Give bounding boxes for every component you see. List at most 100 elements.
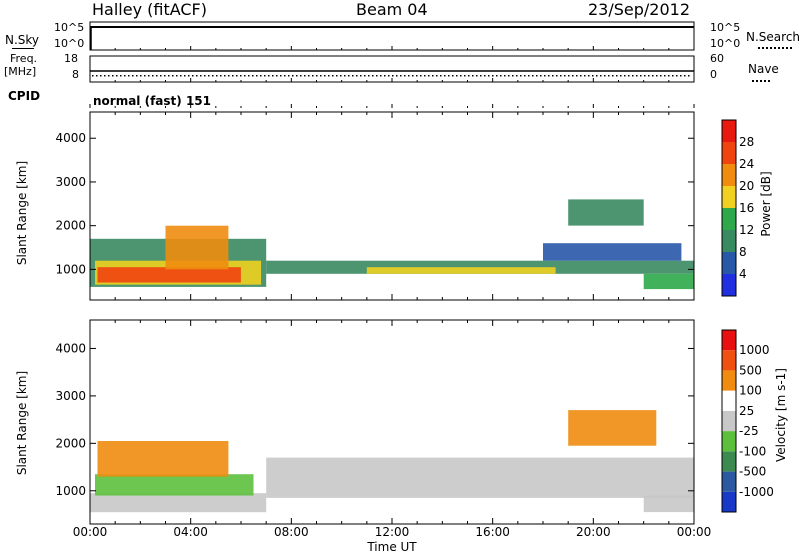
nave-point	[392, 75, 394, 77]
data-region	[95, 474, 254, 496]
nave-point	[368, 75, 370, 77]
nave-point	[212, 75, 214, 77]
nave-point	[588, 75, 590, 77]
x-tick-label: 00:00	[73, 525, 108, 539]
nave-point	[624, 75, 626, 77]
velocity-colorbar-tick: -25	[739, 424, 759, 438]
nave-point	[300, 75, 302, 77]
freq-label: Freq.	[10, 52, 38, 65]
colorbar-segment	[722, 471, 736, 492]
y-tick-label: 4000	[55, 131, 86, 145]
nave-point	[376, 75, 378, 77]
nave-label: Nave	[748, 62, 779, 76]
y-tick-label: 2000	[55, 219, 86, 233]
station-title: Halley (fitACF)	[92, 0, 207, 19]
nave-series	[92, 75, 690, 77]
nave-point	[136, 75, 138, 77]
nave-point	[436, 75, 438, 77]
nave-point	[224, 75, 226, 77]
colorbar-segment	[722, 208, 736, 230]
nave-point	[164, 75, 166, 77]
nave-point	[532, 75, 534, 77]
nave-point	[412, 75, 414, 77]
nave-point	[156, 75, 158, 77]
nave-point	[572, 75, 574, 77]
nave-point	[672, 75, 674, 77]
nave-point	[544, 75, 546, 77]
nave-point	[348, 75, 350, 77]
nave-point	[152, 75, 154, 77]
nave-point	[244, 75, 246, 77]
data-region	[366, 267, 556, 274]
y-tick-label: 4000	[55, 341, 86, 355]
nave-point	[680, 75, 682, 77]
nave-point	[344, 75, 346, 77]
x-tick-label: 00:00	[677, 525, 712, 539]
power-colorbar: 4 8 12 16 20 24 28	[721, 119, 754, 297]
velocity-colorbar-tick: 1000	[739, 343, 770, 357]
nave-point	[332, 75, 334, 77]
nave-point	[564, 75, 566, 77]
nave-point	[324, 75, 326, 77]
nave-point	[356, 75, 358, 77]
nave-point	[100, 75, 102, 77]
nave-point	[320, 75, 322, 77]
nave-point	[684, 75, 686, 77]
nave-point	[660, 75, 662, 77]
nave-point	[260, 75, 262, 77]
colorbar-segment	[722, 186, 736, 208]
nave-point	[264, 75, 266, 77]
y-tick-label: 1000	[55, 262, 86, 276]
nave-point	[380, 75, 382, 77]
nave-point	[608, 75, 610, 77]
nsky-tick-low: 10^0	[54, 37, 85, 50]
velocity-colorbar-tick: 25	[739, 404, 754, 418]
nave-point	[120, 75, 122, 77]
power-colorbar-tick: 12	[739, 223, 754, 237]
power-colorbar-tick: 28	[739, 135, 754, 149]
colorbar-segment	[722, 410, 736, 432]
data-region	[90, 493, 267, 513]
x-tick-label: 08:00	[274, 525, 309, 539]
nave-point	[276, 75, 278, 77]
nave-point	[584, 75, 586, 77]
nave-point	[132, 75, 134, 77]
nave-point	[552, 75, 554, 77]
nave-point	[180, 75, 182, 77]
velocity-colorbar-tick: 500	[739, 363, 762, 377]
nave-point	[640, 75, 642, 77]
nave-point	[388, 75, 390, 77]
nave-point	[408, 75, 410, 77]
nsky-legend-line	[12, 48, 34, 49]
nave-point	[556, 75, 558, 77]
nave-point	[188, 75, 190, 77]
nave-point	[340, 75, 342, 77]
y-tick-label: 2000	[55, 436, 86, 450]
nave-point	[312, 75, 314, 77]
nave-point	[184, 75, 186, 77]
colorbar-segment	[722, 370, 736, 391]
nave-point	[192, 75, 194, 77]
nave-point	[104, 75, 106, 77]
nave-point	[148, 75, 150, 77]
nave-point	[252, 75, 254, 77]
nave-point	[612, 75, 614, 77]
nave-point	[480, 75, 482, 77]
nave-point	[592, 75, 594, 77]
nave-point	[492, 75, 494, 77]
nave-point	[284, 75, 286, 77]
data-region	[568, 410, 657, 446]
nave-point	[396, 75, 398, 77]
velocity-ylabel: Slant Range [km]	[15, 371, 29, 475]
nave-point	[288, 75, 290, 77]
velocity-panel: 1000 2000 3000 4000	[55, 319, 695, 525]
colorbar-segment	[722, 330, 736, 351]
power-panel: 1000 2000 3000 4000	[55, 111, 695, 301]
data-region	[97, 267, 241, 283]
power-colorbar-label: Power [dB]	[759, 171, 773, 236]
data-region	[568, 199, 644, 226]
velocity-colorbar-tick: -1000	[739, 485, 774, 499]
nave-point	[220, 75, 222, 77]
nave-point	[336, 75, 338, 77]
colorbar-frame	[721, 119, 737, 297]
